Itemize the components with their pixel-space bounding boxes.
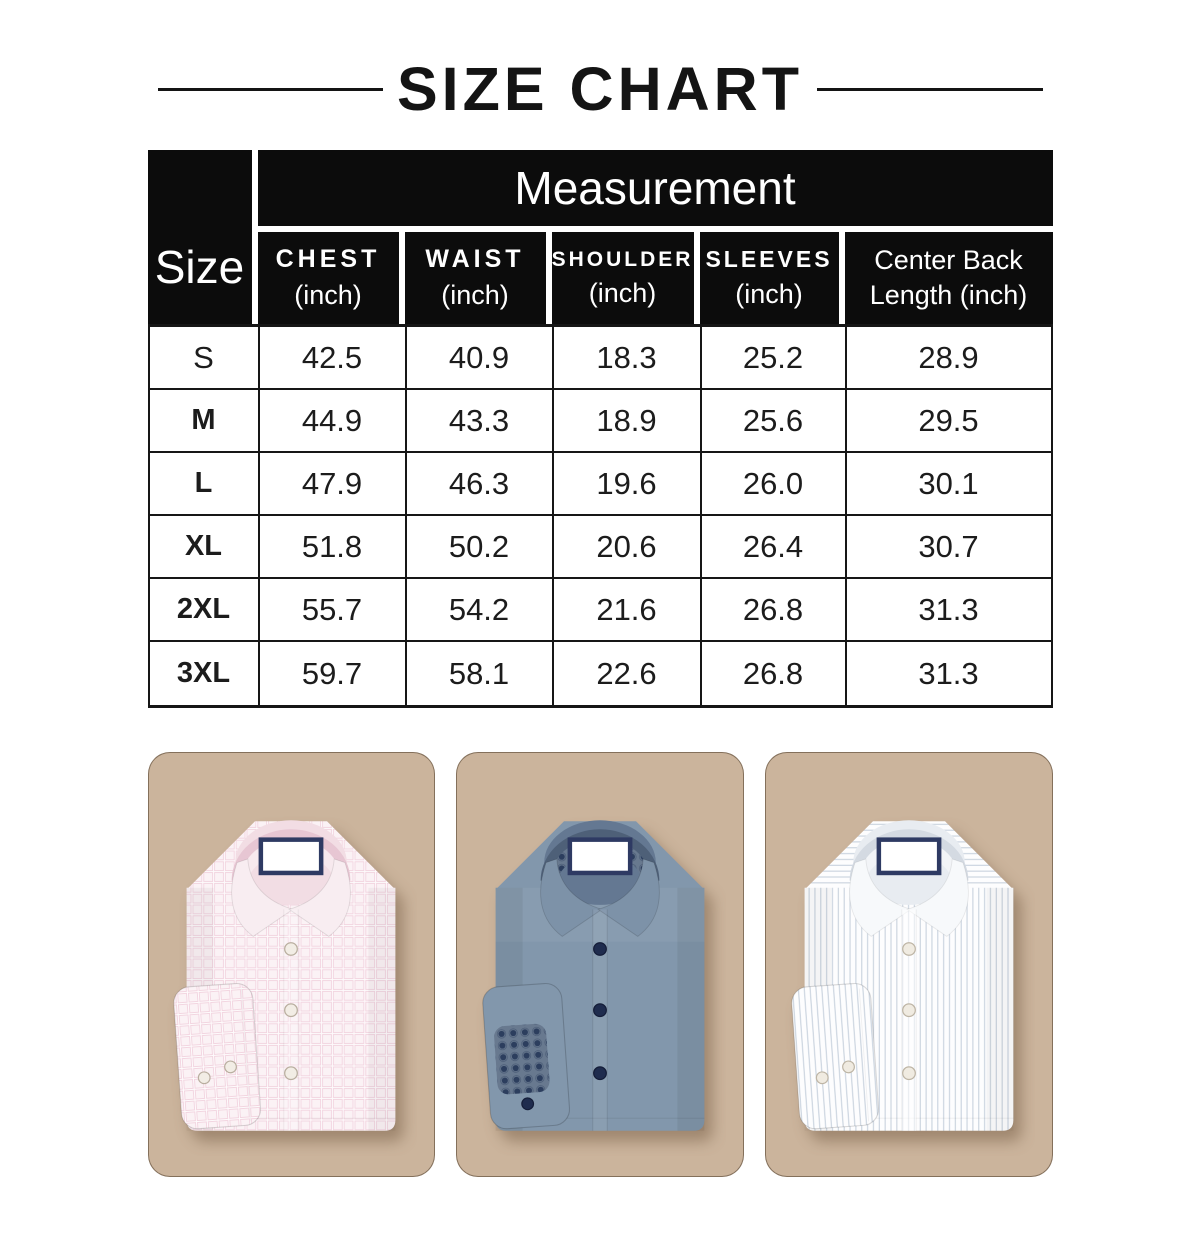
collar-band (849, 829, 969, 881)
measurement-value: 20.6 (553, 516, 702, 579)
measurement-value: 30.7 (846, 516, 1051, 579)
size-header-label: Size (154, 241, 245, 293)
cuff-trim-dotted (494, 1023, 550, 1095)
shirt-illustration-stripe (790, 820, 1014, 1131)
measurement-value: 42.5 (259, 327, 407, 390)
shirt-cuff (482, 982, 571, 1130)
column-header-chest: CHEST (inch) (257, 232, 405, 324)
column-header-waist: WAIST (inch) (404, 232, 552, 324)
title-rule-left (157, 87, 383, 91)
measurement-value: 58.1 (406, 642, 554, 705)
size-label: M (149, 390, 260, 453)
table-body: S 42.5 40.9 18.3 25.2 28.9 M 44.9 43.3 1… (147, 324, 1053, 708)
collar-point-left (540, 858, 603, 937)
measurement-value: 26.8 (701, 579, 847, 642)
size-table: Size Measurement CHEST (inch) WAIST (inc… (147, 150, 1053, 708)
measurement-value: 43.3 (406, 390, 554, 453)
shirt-illustration-blue (482, 820, 705, 1131)
placket-buttons (593, 942, 607, 1081)
measurement-value: 19.6 (553, 453, 702, 516)
measurement-value: 40.9 (406, 327, 554, 390)
collar-point-right (905, 858, 969, 937)
collar-point-right (288, 858, 352, 937)
measurement-value: 46.3 (406, 453, 554, 516)
measurement-value: 30.1 (846, 453, 1051, 516)
size-header-cell: Size (147, 150, 258, 324)
measurement-value: 31.3 (846, 642, 1051, 705)
product-gallery (147, 752, 1053, 1177)
collar-band (231, 829, 351, 881)
measurement-value: 26.4 (701, 516, 847, 579)
cuff-button (198, 1071, 211, 1085)
column-header-center-back-length: Center Back Length (inch) (844, 232, 1053, 324)
page-title-row: SIZE CHART (157, 54, 1043, 124)
measurement-value: 55.7 (259, 579, 407, 642)
shirt-illustration-pink (173, 820, 396, 1131)
shirt-cuff (790, 982, 879, 1130)
measurement-value: 22.6 (553, 642, 702, 705)
placket-buttons (901, 942, 916, 1081)
collar-point-left (231, 858, 295, 937)
measurement-value: 18.3 (553, 327, 702, 390)
title-rule-right (817, 87, 1043, 91)
size-label: XL (149, 516, 260, 579)
cuff-button (841, 1060, 855, 1074)
shirt-card-white-stripe (764, 752, 1053, 1177)
cuff-button (815, 1071, 829, 1085)
measurement-header-cell: Measurement (257, 150, 1053, 232)
size-label: 3XL (149, 642, 260, 705)
measurement-value: 51.8 (259, 516, 407, 579)
collar-point-left (848, 858, 912, 937)
cuff-button (521, 1097, 535, 1111)
table-header: Size Measurement CHEST (inch) WAIST (inc… (147, 150, 1053, 324)
measurement-value: 54.2 (406, 579, 554, 642)
size-label: S (149, 327, 260, 390)
measurement-value: 18.9 (553, 390, 702, 453)
shirt-card-pink-plaid (147, 752, 436, 1177)
placket-buttons (284, 942, 299, 1081)
measurement-value: 44.9 (259, 390, 407, 453)
shirt-cuff (173, 982, 262, 1130)
measurement-value: 31.3 (846, 579, 1051, 642)
column-header-shoulder: SHOULDER (inch) (551, 232, 700, 324)
measurement-value: 29.5 (846, 390, 1051, 453)
measurement-value: 21.6 (553, 579, 702, 642)
shirt-card-blue (456, 752, 744, 1177)
measurement-value: 26.8 (701, 642, 847, 705)
measurement-value: 59.7 (259, 642, 407, 705)
size-label: 2XL (149, 579, 260, 642)
column-header-sleeves: SLEEVES (inch) (699, 232, 845, 324)
cuff-button (224, 1060, 238, 1074)
measurement-value: 26.0 (701, 453, 847, 516)
measurement-value: 25.6 (701, 390, 847, 453)
measurement-value: 25.2 (701, 327, 847, 390)
measurement-value: 28.9 (846, 327, 1051, 390)
collar-band (540, 829, 660, 881)
measurement-value: 50.2 (406, 516, 554, 579)
size-label: L (149, 453, 260, 516)
size-chart-page: SIZE CHART Size Measurement CHEST (inch)… (0, 54, 1200, 1177)
collar-point-right (597, 858, 660, 937)
measurement-value: 47.9 (259, 453, 407, 516)
page-title: SIZE CHART (397, 55, 803, 123)
